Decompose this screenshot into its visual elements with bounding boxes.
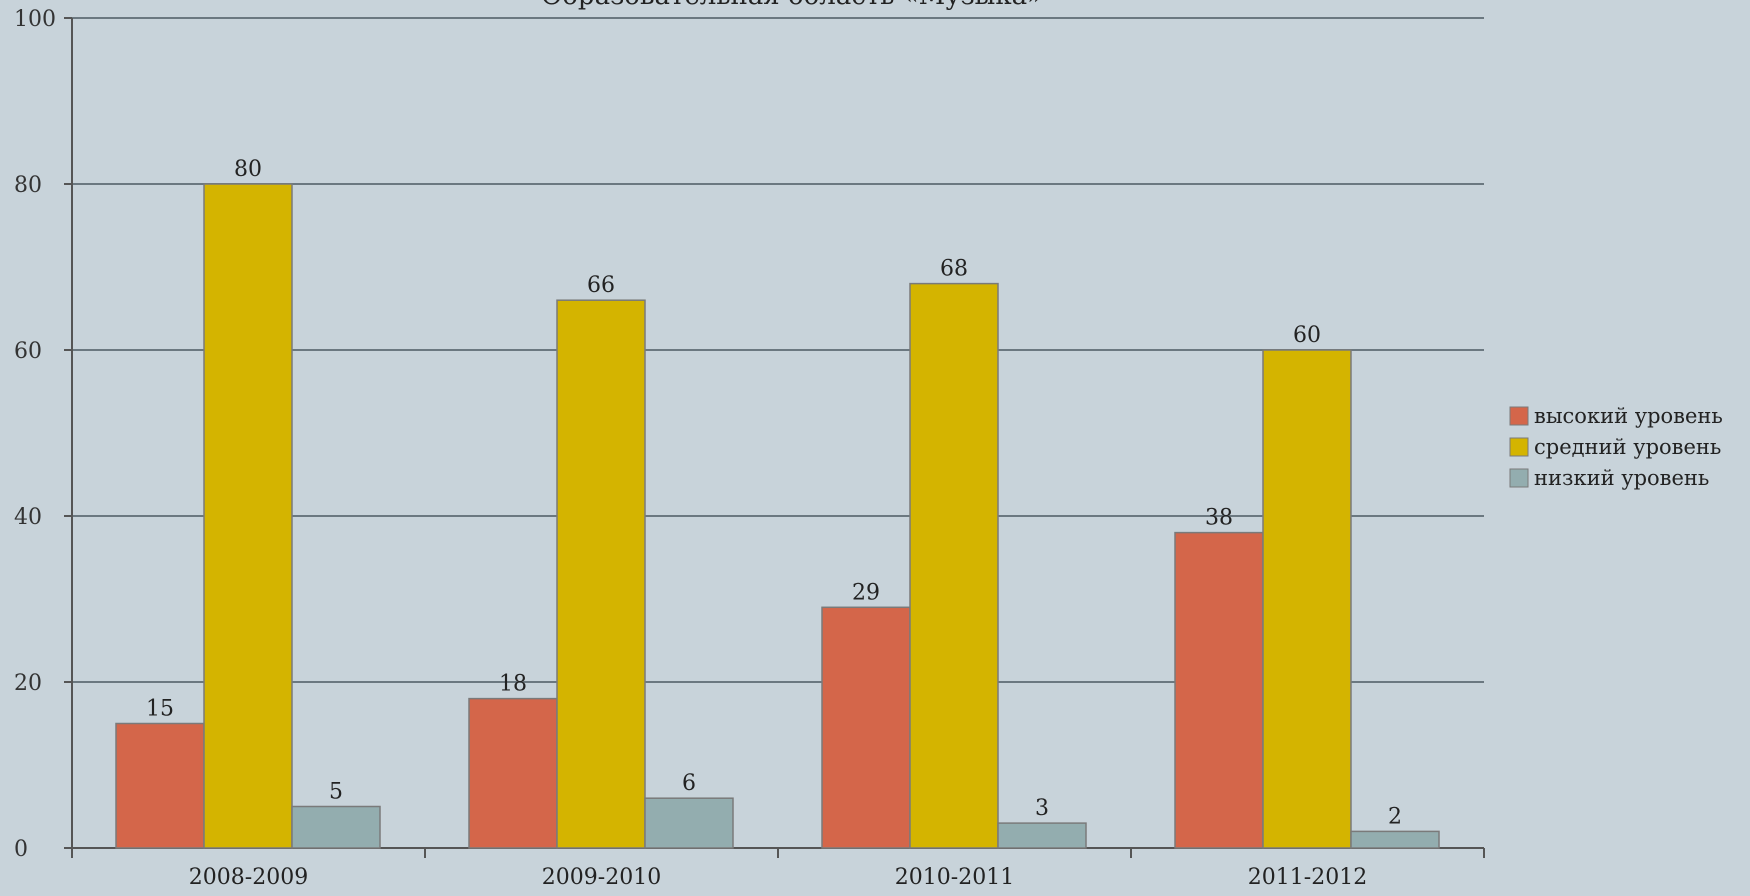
- bar: [1350, 830, 1440, 849]
- bar: [909, 282, 999, 849]
- data-label: 3: [1035, 796, 1049, 821]
- data-label: 18: [499, 672, 527, 697]
- bar: [1262, 349, 1352, 849]
- data-label: 60: [1293, 323, 1321, 348]
- x-tick-label: 2011-2012: [1248, 865, 1367, 890]
- x-tick-label: 2009-2010: [542, 865, 661, 890]
- data-label: 38: [1205, 506, 1233, 531]
- x-tick-label: 2008-2009: [189, 865, 308, 890]
- data-label: 29: [852, 580, 880, 605]
- data-label: 66: [587, 273, 615, 298]
- chart-title: Образовательная область «Музыка»: [541, 0, 1043, 11]
- bar: [556, 299, 646, 849]
- bar: [468, 697, 558, 849]
- x-tick-label: 2010-2011: [895, 865, 1014, 890]
- y-tick-label: 100: [14, 7, 56, 32]
- y-tick-label: 0: [14, 837, 28, 862]
- data-label: 15: [146, 697, 174, 722]
- y-tick-label: 20: [14, 671, 42, 696]
- bar: [997, 822, 1087, 849]
- data-label: 6: [682, 771, 696, 796]
- bar: [644, 797, 734, 849]
- bar: [1174, 531, 1264, 849]
- legend-label: средний уровень: [1534, 435, 1721, 459]
- legend-label: высокий уровень: [1534, 404, 1723, 428]
- y-tick-label: 80: [14, 173, 42, 198]
- y-tick-label: 60: [14, 339, 42, 364]
- legend-label: низкий уровень: [1534, 466, 1709, 490]
- data-label: 5: [329, 780, 343, 805]
- legend-swatch: [1509, 406, 1529, 426]
- data-label: 80: [234, 157, 262, 182]
- data-label: 2: [1388, 804, 1402, 829]
- bar: [821, 606, 911, 849]
- legend-swatch: [1509, 468, 1529, 488]
- legend-swatch: [1509, 437, 1529, 457]
- bar: [115, 722, 205, 849]
- data-label: 68: [940, 257, 968, 282]
- bar: [291, 805, 381, 849]
- y-tick-label: 40: [14, 505, 42, 530]
- bar: [203, 183, 293, 849]
